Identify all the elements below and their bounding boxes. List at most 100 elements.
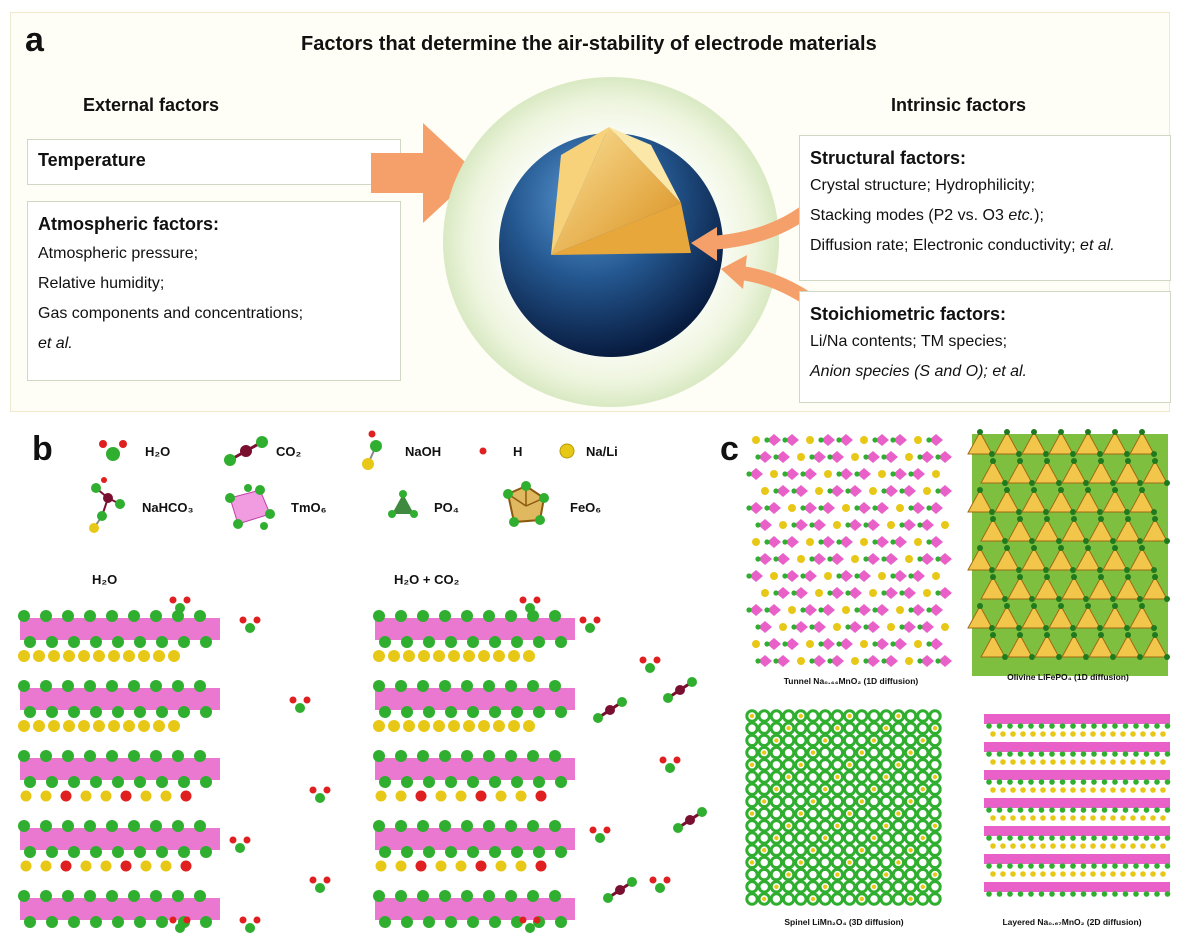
oxygen-atom [46,846,58,858]
na-atom [932,572,940,580]
feo6-unit [994,546,1020,571]
oxygen-atom [90,706,102,718]
na-atom [860,538,868,546]
o-atom [764,539,770,545]
li-atom [774,738,779,743]
o-atom [908,607,914,613]
na-atom [788,606,796,614]
o-atom [1097,451,1103,457]
o-atom [755,522,761,528]
na-atom [869,487,877,495]
spinel-ring [806,806,820,821]
mno6-unit [830,451,844,463]
o-atom [890,471,896,477]
o-atom [1038,891,1045,897]
spinel-ring [806,782,820,796]
o-atom [1101,723,1108,729]
sodium-atom [373,650,385,662]
spinel-ring [769,721,784,735]
mno6-unit [875,638,889,650]
o-atom [863,522,869,528]
sodium-atom [78,720,90,732]
water-oxygen [525,603,535,613]
o-atom [1143,835,1150,841]
o-atom [1044,516,1050,522]
mno6-unit [857,468,871,480]
feo6-unit [1142,633,1168,658]
oxygen-atom [511,706,523,718]
water-oxygen [645,663,655,673]
na-atom [1160,759,1166,765]
spinel-ring [794,782,808,796]
panel-c-label: c [720,430,739,468]
oxygen-atom [172,610,184,622]
o-atom [935,590,941,596]
feo6-unit [1129,430,1155,455]
oxygen-atom [489,846,501,858]
o-atom [996,779,1003,785]
na-atom [1010,815,1016,821]
water-oxygen [585,623,595,633]
spinel-ring [867,770,881,784]
oxygen-atom [373,750,385,762]
mno6-unit [749,502,763,514]
oxygen-atom [178,776,190,788]
mno6-unit [794,519,808,531]
sodium-atom [418,650,430,662]
structural-line-2: Stacking modes (P2 vs. O3 etc.); [810,201,1160,231]
o-atom [1091,779,1097,785]
o-atom [1017,807,1024,813]
mno6-unit [920,553,934,565]
na-atom [1090,843,1096,849]
spinel-ring [842,831,857,845]
co2-molecule-icon [224,436,268,466]
li-atom [908,799,913,804]
oxygen-atom [112,916,124,928]
oxygen-atom [423,706,435,718]
spinel-ring [928,794,942,809]
mno6-unit [929,434,943,446]
water-hydrogen [183,596,191,604]
o-atom [1049,863,1055,869]
o-atom [899,590,905,596]
oxygen-atom [395,610,407,622]
o-atom [1110,538,1116,544]
spinel-structure [745,709,942,906]
o-atom [908,573,914,579]
temperature-label: Temperature [38,150,146,170]
feo6-unit [1129,604,1155,629]
oxygen-atom [417,680,429,692]
o-atom [1101,835,1108,841]
interlayer-atom [375,790,387,802]
o-atom [1038,863,1045,869]
o-atom [1070,779,1076,785]
o-atom [773,658,779,664]
o-atom [1133,779,1139,785]
mno6-unit [767,638,781,650]
feo6-unit [994,604,1020,629]
na-atom [833,623,841,631]
mno6-unit [929,604,943,616]
sodium-atom [403,650,415,662]
spinel-ring [867,758,881,772]
o-atom [782,471,788,477]
oxygen-atom [178,846,190,858]
olivine-structure [967,429,1170,676]
spinel-ring [745,782,759,796]
oxygen-atom [128,820,140,832]
na-atom [1090,871,1096,877]
spinel-ring [928,892,942,906]
na-atom [905,453,913,461]
mno6-unit [821,604,835,616]
water-hydrogen [589,826,597,834]
oxygen-atom [555,916,567,928]
o-atom [899,624,905,630]
interlayer-atom [515,790,527,802]
o-atom [890,641,896,647]
o-atom [1002,480,1008,486]
oxygen-atom [200,776,212,788]
o-atom [1164,480,1170,486]
o-atom [1164,807,1171,813]
o-atom [1056,538,1062,544]
spinel-ring [879,843,893,857]
